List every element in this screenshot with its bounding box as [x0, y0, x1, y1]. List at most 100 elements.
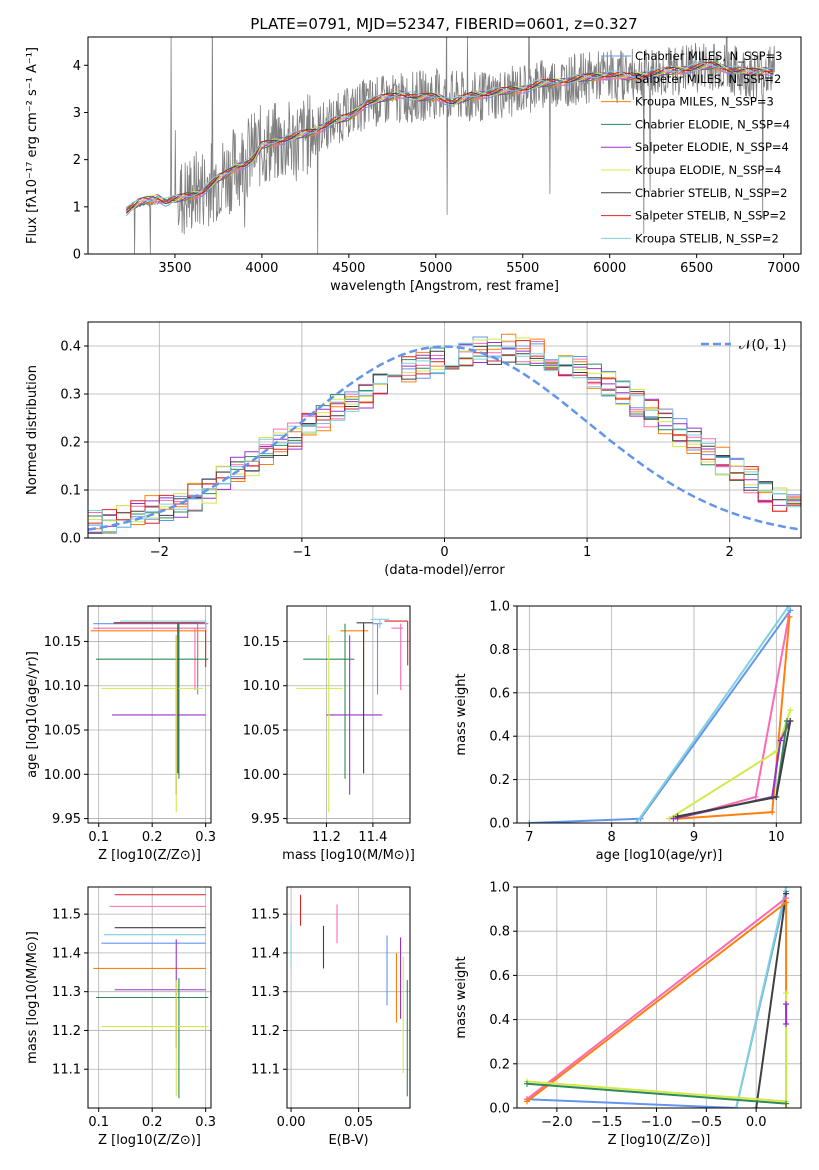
x-tick-label: 1 — [583, 545, 591, 560]
x-tick-label: 11.2 — [312, 830, 341, 845]
panel-massweight-vs-Z: −2.0 −1.5 −1.0 −0.5 0.0 0.0 0.2 0.4 0.6 0.8 1.0 Z [… — [454, 881, 802, 1148]
x-tick-label: 9 — [690, 830, 698, 845]
y-tick-label: 1.0 — [489, 881, 510, 896]
axes-frame — [87, 886, 212, 1109]
x-tick-label: 4500 — [332, 261, 365, 276]
point-marker — [787, 607, 794, 614]
plot-area — [88, 322, 801, 538]
x-axis-label: mass [log10(M/M⊙)] — [282, 848, 415, 863]
y-tick-label: 0.2 — [60, 436, 81, 451]
legend-entry: Chabrier MILES, N_SSP=3 — [635, 49, 782, 63]
panel-mass-vs-Z: 0.1 0.2 0.3 11.1 11.2 11.3 11.4 11.5 Z [log10(Z/… — [25, 886, 216, 1148]
panel-spectrum: 3500 4000 4500 5000 5500 6000 6500 7000 0 1 2 3 4 wav… — [25, 36, 802, 294]
y-tick-label: 0.8 — [489, 643, 510, 658]
point-marker — [783, 1021, 790, 1028]
y-tick-label: 0.0 — [60, 532, 81, 547]
panel-age-vs-Z: 0.1 0.2 0.3 9.95 10.00 10.05 10.10 10.15 Z [log1… — [25, 605, 216, 863]
y-axis-label: mass weight — [454, 673, 469, 755]
model-spectrum-line — [125, 62, 774, 209]
x-tick-label: 6500 — [680, 261, 713, 276]
y-tick-label: 0.4 — [489, 1013, 510, 1028]
y-tick-label: 0.0 — [489, 817, 510, 832]
x-tick-label: −2 — [150, 545, 169, 560]
plot-area — [125, 37, 776, 254]
x-axis-label: Z [log10(Z/Z⊙)] — [98, 1133, 201, 1148]
y-tick-label: 11.1 — [52, 1063, 81, 1078]
x-tick-label: 0.3 — [195, 1115, 216, 1130]
x-axis-label: (data-model)/error — [384, 563, 505, 578]
y-tick-label: 10.00 — [44, 768, 81, 783]
plot-area — [88, 606, 211, 823]
x-tick-label: 0.00 — [277, 1115, 306, 1130]
x-tick-label: 7 — [525, 830, 533, 845]
x-tick-label: 0.2 — [142, 1115, 163, 1130]
x-tick-label: 8 — [608, 830, 616, 845]
y-tick-label: 3 — [73, 106, 81, 121]
y-tick-label: 0.0 — [489, 1102, 510, 1117]
y-tick-label: 11.1 — [251, 1063, 280, 1078]
x-tick-label: −2.0 — [541, 1115, 573, 1130]
plot-area — [88, 887, 211, 1108]
axes-frame — [286, 605, 411, 824]
axes-frame — [87, 36, 802, 255]
point-marker — [783, 899, 790, 906]
x-axis-label: Z [log10(Z/Z⊙)] — [608, 1133, 711, 1148]
mass-weight-line — [635, 606, 790, 823]
point-marker — [674, 813, 681, 820]
legend-entry: Kroupa STELIB, N_SSP=2 — [635, 231, 779, 245]
y-tick-label: 11.5 — [251, 908, 280, 923]
y-tick-label: 2 — [73, 153, 81, 168]
x-tick-label: 11.4 — [358, 830, 387, 845]
y-tick-label: 11.2 — [251, 1024, 280, 1039]
x-tick-label: 0.1 — [88, 1115, 109, 1130]
plot-area — [287, 887, 410, 1108]
histogram-step — [88, 340, 801, 524]
x-tick-label: 10 — [768, 830, 785, 845]
point-marker — [753, 1105, 760, 1108]
x-tick-label: 0.1 — [88, 830, 109, 845]
y-tick-label: 0.1 — [60, 484, 81, 499]
histogram-step — [88, 342, 801, 534]
x-tick-label: −1.5 — [591, 1115, 623, 1130]
point-marker — [783, 1100, 790, 1107]
y-tick-label: 4 — [73, 59, 81, 74]
point-marker — [783, 990, 790, 997]
point-marker — [783, 887, 790, 890]
histogram-step — [88, 345, 801, 534]
y-axis-label: age [log10(age/yr)] — [25, 651, 40, 778]
y-tick-label: 11.4 — [52, 946, 81, 961]
point-marker — [633, 820, 640, 823]
y-axis-label: mass [log10(M/M⊙)] — [25, 931, 40, 1064]
model-spectrum-line — [126, 63, 774, 212]
y-tick-label: 0.2 — [489, 1057, 510, 1072]
axes-frame — [516, 605, 802, 824]
legend-entry: 𝒩(0, 1) — [739, 338, 786, 353]
x-axis-label: Z [log10(Z/Z⊙)] — [98, 848, 201, 863]
y-tick-label: 11.5 — [52, 908, 81, 923]
mass-weight-line — [526, 1082, 787, 1105]
y-tick-label: 1.0 — [489, 600, 510, 615]
y-tick-label: 11.3 — [52, 985, 81, 1000]
x-tick-label: 6000 — [593, 261, 626, 276]
panel-residuals: −2 −1 0 1 2 0.0 0.1 0.2 0.3 0.4 (data-model)/error… — [25, 321, 802, 578]
axes-frame — [516, 886, 802, 1109]
model-spectrum-line — [125, 61, 774, 214]
plot-area — [287, 606, 410, 823]
point-marker — [769, 809, 776, 816]
y-tick-label: 9.95 — [251, 812, 280, 827]
y-axis-label: Flux [fλ10⁻¹⁷ erg cm⁻² s⁻¹ A⁻¹] — [25, 47, 40, 244]
y-tick-label: 10.05 — [243, 724, 280, 739]
y-tick-label: 0.4 — [489, 730, 510, 745]
point-marker — [752, 793, 759, 800]
point-marker — [785, 606, 792, 609]
x-tick-label: 2 — [726, 545, 734, 560]
point-marker — [787, 707, 794, 714]
legend-entry: Chabrier ELODIE, N_SSP=4 — [635, 117, 790, 131]
y-axis-label: Normed distribution — [25, 365, 40, 495]
y-tick-label: 10.15 — [44, 635, 81, 650]
x-tick-label: 0.2 — [142, 830, 163, 845]
panel-massweight-vs-age: 7 8 9 10 0.0 0.2 0.4 0.6 0.8 1.0 age [log10(age/yr… — [454, 600, 802, 863]
point-marker — [783, 1001, 790, 1008]
point-marker — [773, 793, 780, 800]
x-tick-label: 7000 — [767, 261, 800, 276]
